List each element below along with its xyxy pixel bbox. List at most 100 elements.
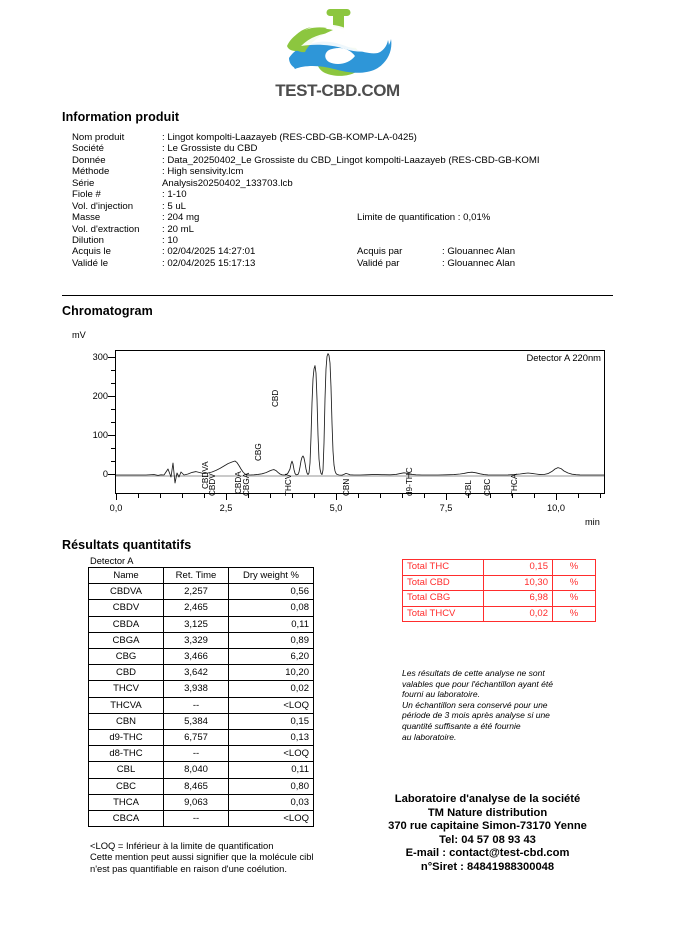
totals-unit: % xyxy=(552,590,596,607)
loq-footnote: <LOQ = Inférieur à la limite de quantifi… xyxy=(90,840,358,874)
x-tick-minor xyxy=(160,494,161,498)
totals-row: Total THC 0,15 % xyxy=(402,559,596,576)
table-row: CBDVA 2,257 0,56 xyxy=(88,583,314,601)
x-tick-minor xyxy=(402,494,403,498)
disclaimer-line-6: quantité suffisante a été fournie xyxy=(402,720,521,731)
info-label: Acquis le xyxy=(72,246,111,258)
x-tick-mark xyxy=(226,494,227,500)
x-tick-mark xyxy=(116,494,117,500)
lab-address: 370 rue capitaine Simon-73170 Yenne xyxy=(388,820,587,833)
x-tick-minor xyxy=(424,494,425,498)
x-tick-label: 0,0 xyxy=(109,503,123,513)
y-tick-mark xyxy=(108,474,115,475)
y-tick-label: 100 xyxy=(92,430,108,440)
table-row: CBDA 3,125 0,11 xyxy=(88,615,314,633)
x-tick-minor xyxy=(358,494,359,498)
cell-ret-time: 2,257 xyxy=(163,583,229,601)
table-row: CBN 5,384 0,15 xyxy=(88,712,314,731)
x-tick-minor xyxy=(248,494,249,498)
y-tick-minor xyxy=(111,409,115,410)
info-value: Analysis20250402_133703.lcb xyxy=(162,177,293,189)
cell-ret-time: 5,384 xyxy=(163,712,229,731)
totals-value: 0,15 xyxy=(483,559,553,576)
x-tick-minor xyxy=(512,494,513,498)
totals-label: Total CBD xyxy=(402,574,484,592)
info-value: : Lingot kompolti-Laazayeb (RES-CBD-GB-K… xyxy=(162,132,417,143)
cell-name: CBGA xyxy=(88,631,164,650)
table-row: CBL 8,040 0,11 xyxy=(88,761,314,779)
section-title-resultats-quantitatifs: Résultats quantitatifs xyxy=(62,538,192,552)
x-tick-minor xyxy=(270,494,271,498)
totals-label: Total THCV xyxy=(402,605,484,623)
x-tick-minor xyxy=(314,494,315,498)
info-label: Vol. d'injection xyxy=(72,200,134,212)
table-row: CBG 3,466 6,20 xyxy=(88,648,314,666)
loq-footnote-line-2: Cette mention peut aussi signifier que l… xyxy=(90,851,314,863)
table-row: THCA 9,063 0,03 xyxy=(88,793,314,812)
info-label: Nom produit xyxy=(72,132,125,143)
info-label: Vol. d'extraction xyxy=(72,223,140,235)
x-tick-mark xyxy=(446,494,447,500)
y-tick-minor xyxy=(111,370,115,371)
info-label: Masse xyxy=(72,212,101,224)
peak-label-thcv: THCV xyxy=(284,473,293,496)
cell-name: d8-THC xyxy=(88,745,164,763)
chromatogram-plot: Detector A 220nm xyxy=(115,350,605,494)
x-tick-minor xyxy=(600,494,601,498)
info-label: Donnée xyxy=(72,154,106,166)
chromatogram-trace xyxy=(116,353,604,484)
y-tick-mark xyxy=(108,357,115,358)
y-tick-minor xyxy=(111,383,115,384)
cell-ret-time: 3,466 xyxy=(163,648,229,666)
cell-ret-time: 3,329 xyxy=(163,631,229,650)
info-value: : 20 mL xyxy=(162,223,194,235)
cell-dry-weight: 0,11 xyxy=(228,615,314,633)
y-axis-unit-label: mV xyxy=(72,330,86,340)
acquis-par-label: Acquis par xyxy=(357,246,403,258)
section-divider xyxy=(62,295,613,296)
info-value: : Data_20250402_Le Grossiste du CBD_Ling… xyxy=(162,154,540,166)
section-title-information-produit: Information produit xyxy=(62,110,180,124)
limite-de-quantification-note: Limite de quantification : 0,01% xyxy=(357,212,491,224)
table-row: d8-THC -- <LOQ xyxy=(88,745,314,763)
table-row: THCV 3,938 0,02 xyxy=(88,680,314,698)
info-value: : 204 mg xyxy=(162,212,200,224)
info-value: : Le Grossiste du CBD xyxy=(162,143,258,155)
table-row: d9-THC 6,757 0,13 xyxy=(88,729,314,747)
loq-footnote-line-3: n'est pas quantifiable en raison d'une c… xyxy=(90,862,287,874)
totals-row: Total CBD 10,30 % xyxy=(402,574,596,592)
cell-name: CBDV xyxy=(88,599,164,617)
x-tick-minor xyxy=(380,494,381,498)
cell-ret-time: -- xyxy=(163,810,229,828)
x-axis-unit-label: min xyxy=(585,517,600,527)
totals-summary-table: Total THC 0,15 % Total CBD 10,30 % Total… xyxy=(402,559,596,623)
cell-ret-time: 8,040 xyxy=(163,761,229,779)
disclaimer-line-2: valables que pour l'échantillon ayant ét… xyxy=(402,678,553,689)
cell-ret-time: 6,757 xyxy=(163,729,229,747)
info-label: Série xyxy=(72,177,95,189)
cell-ret-time: 3,642 xyxy=(163,664,229,682)
table-row: CBDV 2,465 0,08 xyxy=(88,599,314,617)
cell-name: CBDA xyxy=(88,615,164,633)
valide-par-value: : Glouannec Alan xyxy=(442,257,516,269)
totals-unit: % xyxy=(552,605,596,623)
disclaimer-line-5: période de 3 mois après analyse si une xyxy=(402,710,550,721)
peak-label-cbg: CBG xyxy=(254,443,263,461)
brand-name: TEST-CBD.COM xyxy=(275,81,400,100)
column-header-ret-time: Ret. Time xyxy=(163,566,229,585)
totals-value: 6,98 xyxy=(483,590,553,607)
valide-par-label: Validé par xyxy=(357,257,400,269)
x-tick-minor xyxy=(204,494,205,498)
info-label: Validé le xyxy=(72,257,109,269)
acquis-par-value: : Glouannec Alan xyxy=(442,246,516,258)
cell-name: CBG xyxy=(88,648,164,666)
cell-name: CBN xyxy=(88,712,164,731)
y-tick-minor xyxy=(111,448,115,449)
column-header-dry-weight: Dry weight % xyxy=(228,566,314,585)
info-value: : 10 xyxy=(162,234,179,246)
y-tick-label: 0 xyxy=(102,469,108,479)
cell-name: CBL xyxy=(88,761,164,779)
info-label: Fiole # xyxy=(72,189,101,201)
results-detector-label: Detector A xyxy=(90,556,134,566)
